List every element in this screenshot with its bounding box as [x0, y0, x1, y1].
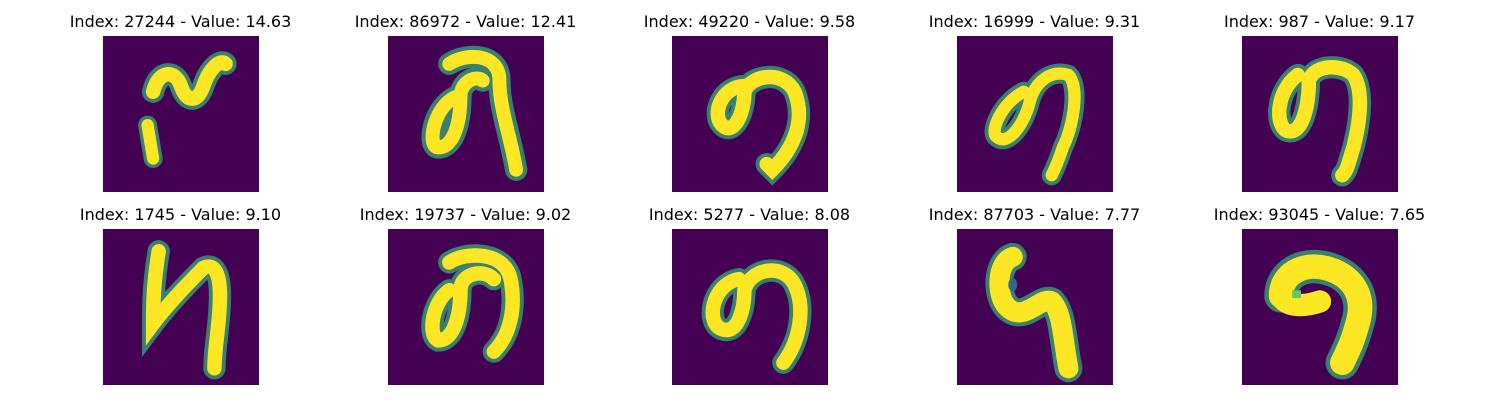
- panel-title: Index: 86972 - Value: 12.41: [354, 12, 577, 31]
- panel-10: Index: 93045 - Value: 7.65: [1177, 193, 1462, 385]
- digit-image: [671, 36, 828, 192]
- digit-glyph: [141, 240, 231, 380]
- digit-image: [1241, 36, 1398, 192]
- digit-image: [387, 229, 544, 385]
- digit-image: [102, 36, 259, 192]
- panel-title: Index: 987 - Value: 9.17: [1223, 12, 1416, 31]
- panel-7: Index: 19737 - Value: 9.02: [323, 193, 608, 385]
- digit-glyph: [137, 51, 237, 169]
- panel-9: Index: 87703 - Value: 7.77: [892, 193, 1177, 385]
- digit-image: [956, 36, 1113, 192]
- panel-2: Index: 86972 - Value: 12.41: [323, 0, 608, 192]
- digit-image: [387, 36, 544, 192]
- panel-title: Index: 87703 - Value: 7.77: [928, 205, 1141, 224]
- panel-1: Index: 27244 - Value: 14.63: [38, 0, 323, 192]
- digit-glyph: [1267, 56, 1371, 187]
- digit-glyph: [701, 259, 811, 374]
- panel-4: Index: 16999 - Value: 9.31: [892, 0, 1177, 192]
- digit-glyph: [420, 45, 527, 181]
- panel-title: Index: 49220 - Value: 9.58: [643, 12, 856, 31]
- panel-title: Index: 93045 - Value: 7.65: [1213, 205, 1426, 224]
- panel-3: Index: 49220 - Value: 9.58: [607, 0, 892, 192]
- digit-image: [671, 229, 828, 385]
- digit-glyph: [984, 63, 1084, 186]
- digit-glyph: [420, 244, 524, 363]
- panel-title: Index: 1745 - Value: 9.10: [79, 205, 282, 224]
- panel-6: Index: 1745 - Value: 9.10: [38, 193, 323, 385]
- digit-image: [102, 229, 259, 385]
- panel-title: Index: 27244 - Value: 14.63: [69, 12, 292, 31]
- digit-glyph: [706, 65, 810, 186]
- digit-image: [1241, 229, 1398, 385]
- panel-title: Index: 16999 - Value: 9.31: [928, 12, 1141, 31]
- panel-8: Index: 5277 - Value: 8.08: [607, 193, 892, 385]
- digit-glyph: [1263, 249, 1377, 380]
- panel-title: Index: 19737 - Value: 9.02: [359, 205, 572, 224]
- digit-image: [956, 229, 1113, 385]
- panel-5: Index: 987 - Value: 9.17: [1177, 0, 1462, 192]
- digit-glyph: [984, 242, 1082, 383]
- panel-title: Index: 5277 - Value: 8.08: [648, 205, 851, 224]
